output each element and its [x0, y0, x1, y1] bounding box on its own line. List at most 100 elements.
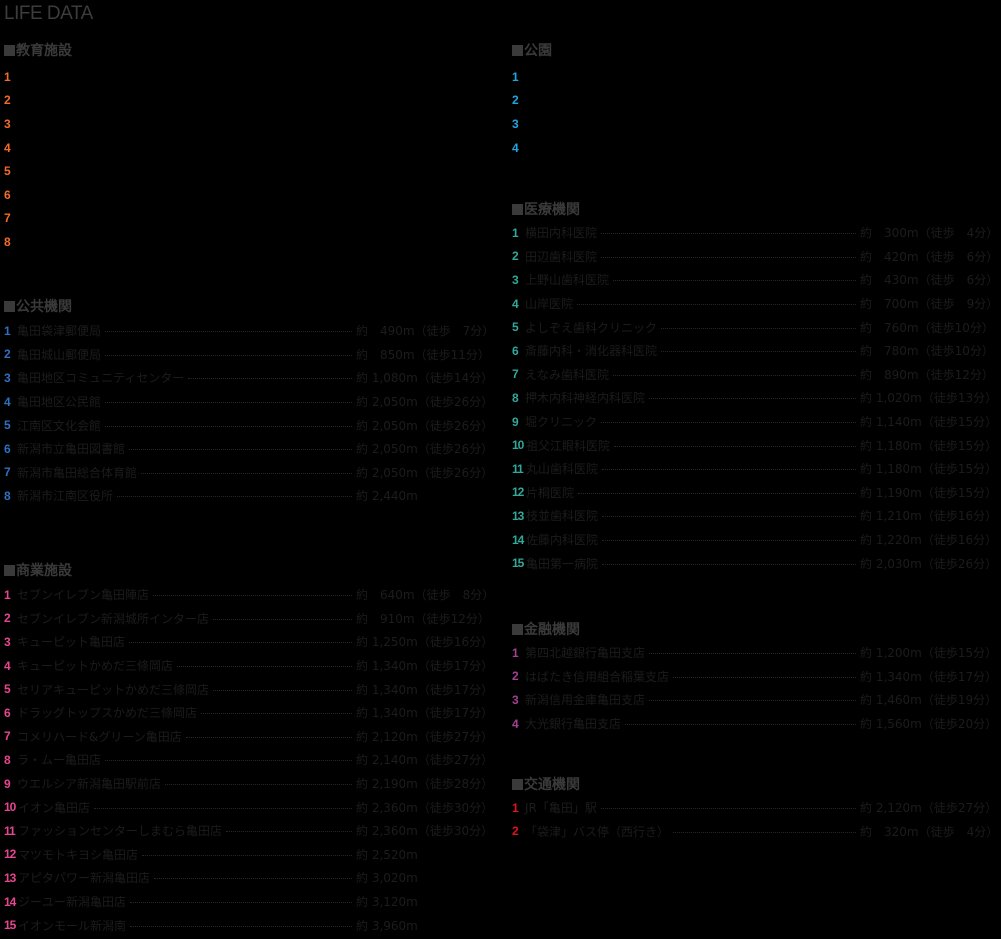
item-name: アピタパワー新潟亀田店 — [18, 871, 151, 886]
section-title-text: 商業施設 — [16, 563, 72, 579]
section-medical: 医療機関 1 横田内科医院 約 300m（徒歩 4分） 2 田辺歯科医院 約 420m（徒… — [512, 200, 998, 575]
item-name: 亀田城山郵便局 — [17, 347, 102, 362]
item-distance: 約 2,140m（徒歩27分） — [356, 753, 494, 768]
park-list: 1 2 3 4 — [512, 65, 998, 159]
item-name: イオンモール新潟南 — [18, 918, 127, 933]
item-distance: 約 2,050m（徒歩26分） — [356, 465, 494, 480]
item-name: 斎藤内科・消化器科医院 — [525, 344, 658, 359]
item-name: 祖父江眼科医院 — [526, 438, 611, 453]
item-number: 12 — [4, 847, 16, 862]
item-distance: 約 320m（徒歩 4分） — [860, 824, 999, 839]
list-item: 2 — [512, 89, 998, 113]
dotted-leader — [673, 676, 856, 678]
education-list: 1 2 3 4 5 6 7 8 — [4, 65, 494, 254]
dotted-leader — [177, 666, 352, 668]
square-bullet-icon — [512, 45, 523, 56]
dotted-leader — [613, 374, 856, 376]
list-item: 14 佐藤内科医院 約 1,220m（徒歩16分） — [512, 528, 998, 552]
item-number: 3 — [512, 692, 519, 707]
item-name: 佐藤内科医院 — [526, 533, 599, 548]
section-title-text: 医療機関 — [524, 202, 580, 218]
section-transport: 交通機関 1 JR「亀田」駅 約 2,120m（徒歩27分） 2 「袋津」バス停（西行き… — [512, 775, 998, 843]
section-commercial: 商業施設 1 セブンイレブン亀田陣店 約 640m（徒歩 8分） 2 セブンイレブン新潟… — [4, 561, 494, 937]
section-park: 公園 1 2 3 4 — [512, 41, 998, 159]
item-number: 8 — [4, 234, 11, 249]
item-number: 11 — [4, 823, 16, 838]
item-number: 2 — [4, 347, 11, 362]
list-item: 1 横田内科医院 約 300m（徒歩 4分） — [512, 221, 998, 245]
list-item: 10 イオン亀田店 約 2,360m（徒歩30分） — [4, 795, 494, 819]
dotted-leader — [602, 563, 856, 565]
list-item: 2 亀田城山郵便局 約 850m（徒歩11分） — [4, 343, 494, 367]
item-number: 7 — [4, 211, 11, 226]
item-number: 8 — [4, 752, 11, 767]
item-distance: 約 2,360m（徒歩30分） — [356, 824, 494, 839]
item-name: ウエルシア新潟亀田駅前店 — [17, 777, 162, 792]
item-number: 1 — [512, 800, 519, 815]
item-distance: 約 2,050m（徒歩26分） — [356, 395, 494, 410]
list-item: 1 セブンイレブン亀田陣店 約 640m（徒歩 8分） — [4, 583, 494, 607]
item-distance: 約 760m（徒歩10分） — [860, 320, 994, 335]
square-bullet-icon — [4, 565, 15, 576]
list-item: 2 はばたき信用組合稲葉支店 約 1,340m（徒歩17分） — [512, 665, 998, 689]
list-item: 13 枝並歯科医院 約 1,210m（徒歩16分） — [512, 504, 998, 528]
item-name: 新潟信用金庫亀田支店 — [525, 693, 646, 708]
list-item: 4 大光銀行亀田支店 約 1,560m（徒歩20分） — [512, 712, 998, 736]
list-item: 4 — [512, 136, 998, 160]
list-item: 8 押木内科神経内科医院 約 1,020m（徒歩13分） — [512, 386, 998, 410]
square-bullet-icon — [512, 779, 523, 790]
item-number: 6 — [512, 343, 519, 358]
list-item: 2 「袋津」バス停（西行き） 約 320m（徒歩 4分） — [512, 820, 998, 844]
square-bullet-icon — [4, 301, 15, 312]
item-number: 2 — [512, 93, 519, 108]
item-distance: 約 2,120m（徒歩27分） — [860, 801, 998, 816]
item-distance: 約 3,120m — [356, 895, 418, 910]
dotted-leader — [649, 398, 856, 400]
list-item: 8 新潟市江南区役所 約 2,440m — [4, 484, 494, 508]
finance-list: 1 第四北越銀行亀田支店約 1,200m（徒歩15分） 2 はばたき信用組合稲葉支店約… — [512, 641, 998, 735]
list-item: 4 キューピットかめだ三條岡店 約 1,340m（徒歩17分） — [4, 654, 494, 678]
dotted-leader — [105, 425, 352, 427]
item-number: 15 — [512, 556, 524, 571]
section-title-text: 公園 — [524, 43, 552, 59]
list-item: 5 よしぞえ歯科クリニック 約 760m（徒歩10分） — [512, 315, 998, 339]
item-name: 新潟市江南区役所 — [17, 489, 114, 504]
item-number: 2 — [4, 611, 11, 626]
dotted-leader — [602, 540, 856, 542]
section-title-text: 交通機関 — [524, 777, 580, 793]
item-distance: 約 850m（徒歩11分） — [356, 347, 490, 362]
item-number: 7 — [4, 729, 11, 744]
item-name: 大光銀行亀田支店 — [525, 717, 622, 732]
item-number: 1 — [4, 323, 11, 338]
item-number: 5 — [4, 682, 11, 697]
item-distance: 約 1,180m（徒歩15分） — [860, 462, 998, 477]
item-name: JR「亀田」駅 — [525, 801, 597, 816]
section-title-text: 公共機関 — [16, 299, 72, 315]
section-education: 教育施設 1 2 3 4 5 6 7 8 — [4, 41, 494, 254]
list-item: 15 亀田第一病院 約 2,030m（徒歩26分） — [512, 551, 998, 575]
item-number: 13 — [4, 870, 16, 885]
item-name: 亀田地区コミュニティセンター — [17, 371, 185, 386]
item-name: よしぞえ歯科クリニック — [525, 320, 658, 335]
dotted-leader — [213, 689, 352, 691]
section-title-commercial: 商業施設 — [4, 561, 494, 581]
list-item: 14 ジーユー新潟亀田店 約 3,120m — [4, 890, 494, 914]
item-number: 1 — [4, 587, 11, 602]
section-title-finance: 金融機関 — [512, 620, 998, 640]
dotted-leader — [649, 653, 856, 655]
dotted-leader — [649, 700, 856, 702]
item-number: 4 — [512, 716, 519, 731]
list-item: 4 — [4, 136, 494, 160]
section-title-medical: 医療機関 — [512, 200, 998, 220]
item-distance: 約 910m（徒歩12分） — [356, 611, 490, 626]
item-number: 6 — [4, 441, 11, 456]
section-title-park: 公園 — [512, 41, 998, 61]
item-number: 5 — [4, 164, 11, 179]
item-distance: 約 1,340m（徒歩17分） — [356, 706, 494, 721]
item-distance: 約 1,200m（徒歩15分） — [860, 646, 998, 661]
section-title-text: 金融機関 — [524, 622, 580, 638]
item-number: 2 — [512, 249, 519, 264]
item-name: 片桐医院 — [526, 485, 575, 500]
commercial-list: 1 セブンイレブン亀田陣店 約 640m（徒歩 8分） 2 セブンイレブン新潟城所インタ… — [4, 583, 494, 937]
list-item: 10 祖父江眼科医院 約 1,180m（徒歩15分） — [512, 433, 998, 457]
